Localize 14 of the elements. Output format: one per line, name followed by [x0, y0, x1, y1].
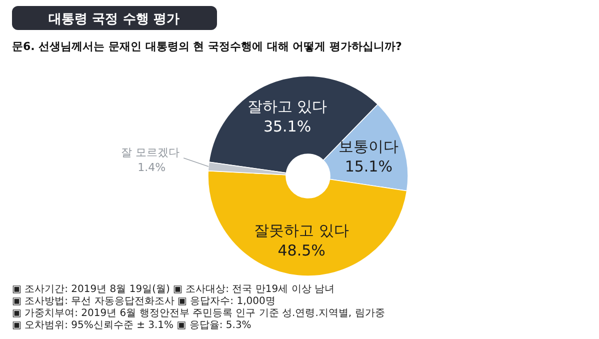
slice-label: 잘 모르겠다: [121, 146, 180, 160]
slice-label: 잘못하고 있다: [254, 222, 349, 240]
chart-subtitle: 문6. 선생님께서는 문재인 대통령의 현 국정수행에 대해 어떻게 평가하십니까?: [12, 40, 402, 53]
slice-label: 보통이다: [338, 138, 399, 156]
data-label: 1.4%: [138, 161, 166, 174]
slice-label: 잘하고 있다: [247, 97, 328, 116]
data-label: 15.1%: [344, 158, 392, 176]
data-label: 48.5%: [278, 242, 326, 260]
chart-title: 대통령 국정 수행 평가: [48, 12, 180, 27]
data-label: 35.1%: [263, 117, 312, 136]
text: ▣ 오차범위: 95%신뢰수준 ± 3.1% ▣ 응답율: 5.3%: [12, 320, 252, 331]
text: ▣ 조사기간: 2019년 8월 19일(월) ▣ 조사대상: 전국 만19세 이상 남녀: [12, 284, 334, 295]
text: ▣ 조사방법: 무선 자동응답전화조사 ▣ 응답자수: 1,000명: [12, 296, 276, 307]
text: ▣ 가중치부여: 2019년 6월 행정안전부 주민등록 인구 기준 성.연령.지역별, 림가중: [12, 308, 385, 319]
